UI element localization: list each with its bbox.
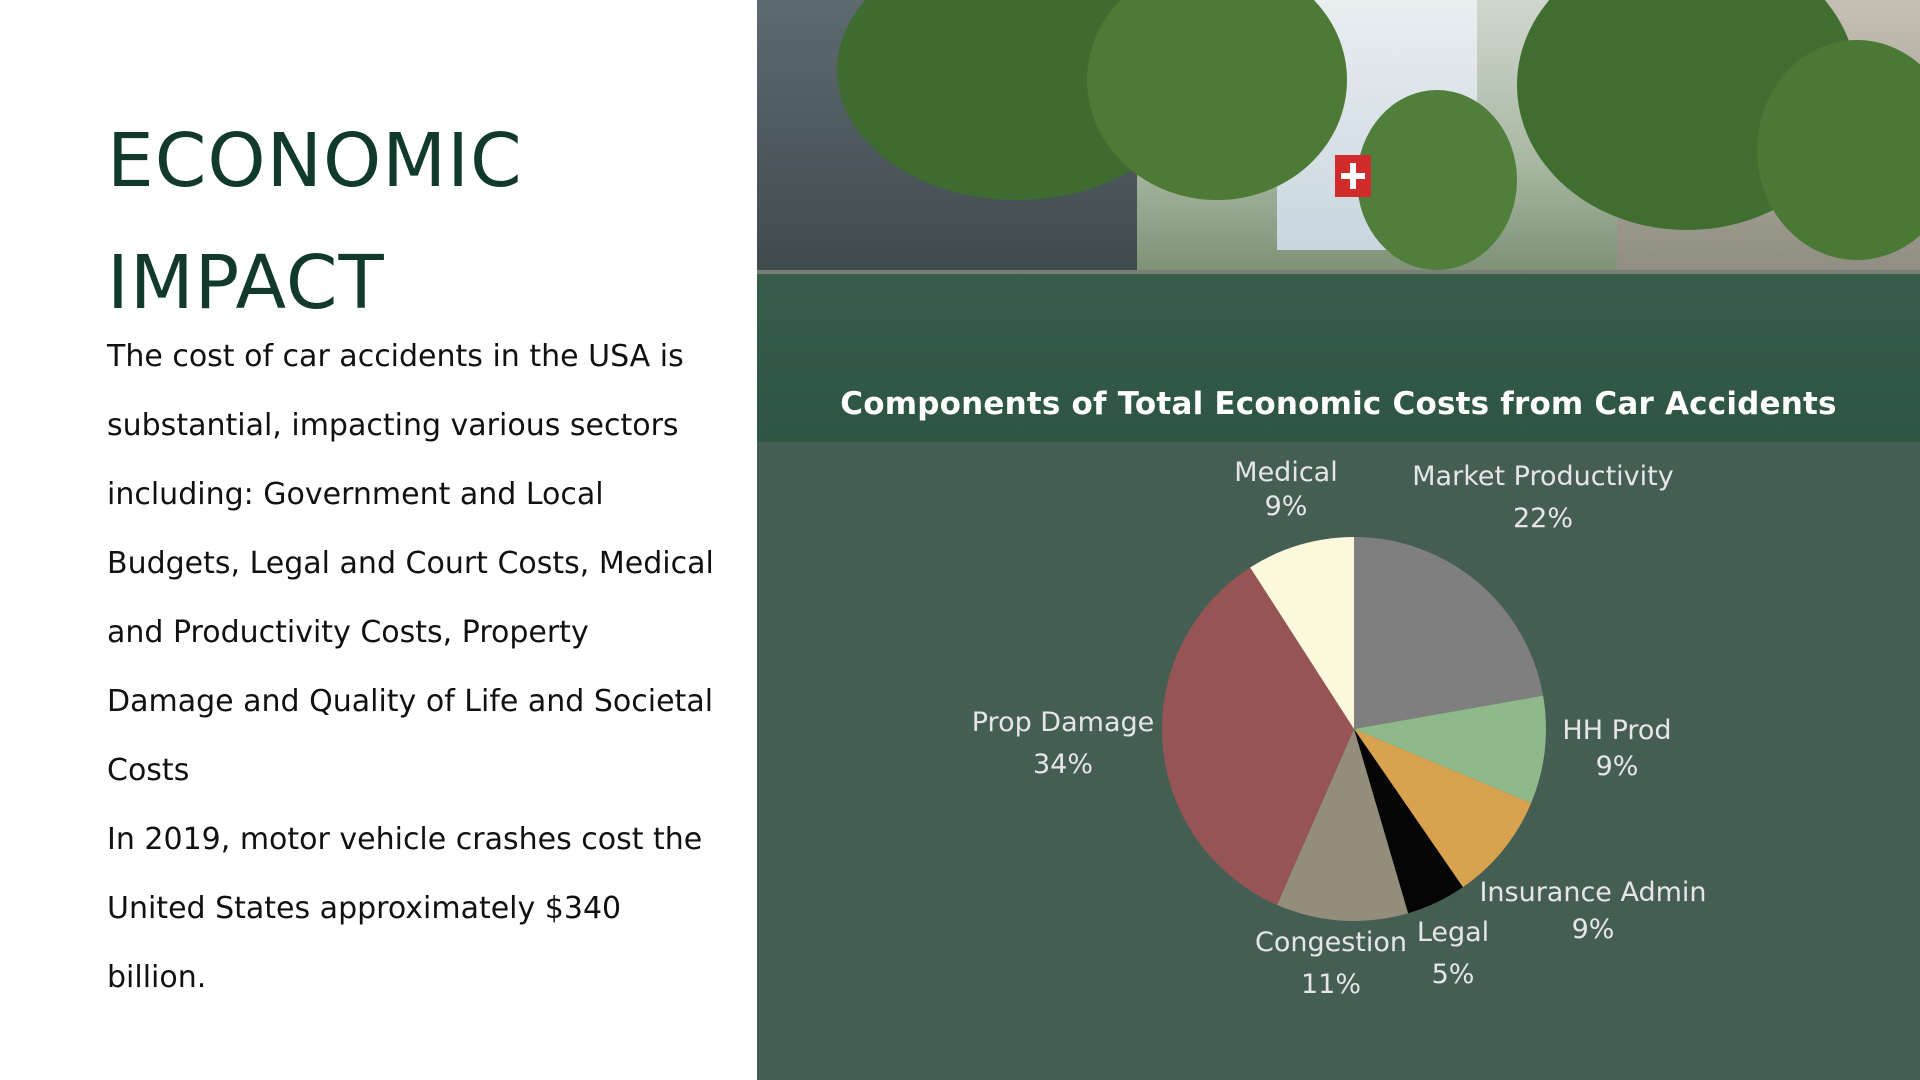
pie-slice-legal (1354, 729, 1463, 914)
pie-slice-congestion (1277, 729, 1409, 921)
pie-percent-prop-damage: 34% (1032, 749, 1094, 780)
pie-slice-medical (1250, 537, 1354, 729)
pie-percent-insurance-admin: 9% (1571, 914, 1615, 945)
title-line-2: IMPACT (107, 240, 385, 326)
pie-label-insurance-admin: Insurance Admin (1479, 877, 1707, 908)
tree (1087, 0, 1347, 200)
pie-label-market-productivity: Market Productivity (1412, 461, 1674, 492)
paragraph-2: In 2019, motor vehicle crashes cost the … (107, 822, 703, 995)
pie-label-legal: Legal (1416, 917, 1490, 948)
paragraph-1: The cost of car accidents in the USA is … (107, 339, 714, 788)
chart-title: Components of Total Economic Costs from … (840, 386, 1837, 422)
pie-label-prop-damage: Prop Damage (971, 707, 1155, 738)
pie-slice-hh-prod (1354, 695, 1546, 804)
body-text: The cost of car accidents in the USA is … (107, 322, 717, 1012)
tree (1357, 90, 1517, 270)
tree (1757, 40, 1920, 260)
swiss-flag-icon (1335, 155, 1371, 197)
pie-percent-market-productivity: 22% (1512, 503, 1574, 534)
pie-slice-insurance-admin (1354, 729, 1532, 888)
pie-percent-medical: 9% (1264, 491, 1308, 522)
pie-percent-congestion: 11% (1300, 969, 1362, 1000)
title-line-1: ECONOMIC (107, 118, 523, 204)
pie-percent-legal: 5% (1431, 959, 1475, 990)
pie-chart (1162, 537, 1546, 921)
left-text-panel: ECONOMIC IMPACT The cost of car accident… (0, 0, 757, 1080)
green-overlay-band (757, 274, 1920, 442)
slide-title: ECONOMIC IMPACT (107, 100, 727, 344)
pie-slice-market-productivity (1354, 537, 1544, 729)
pie-percent-hh-prod: 9% (1595, 751, 1639, 782)
pie-label-hh-prod: HH Prod (1562, 715, 1672, 746)
pie-label-medical: Medical (1234, 457, 1338, 488)
right-chart-panel: Components of Total Economic Costs from … (757, 0, 1920, 1080)
pie-slice-prop-damage (1162, 567, 1354, 905)
pie-label-congestion: Congestion (1254, 927, 1408, 958)
